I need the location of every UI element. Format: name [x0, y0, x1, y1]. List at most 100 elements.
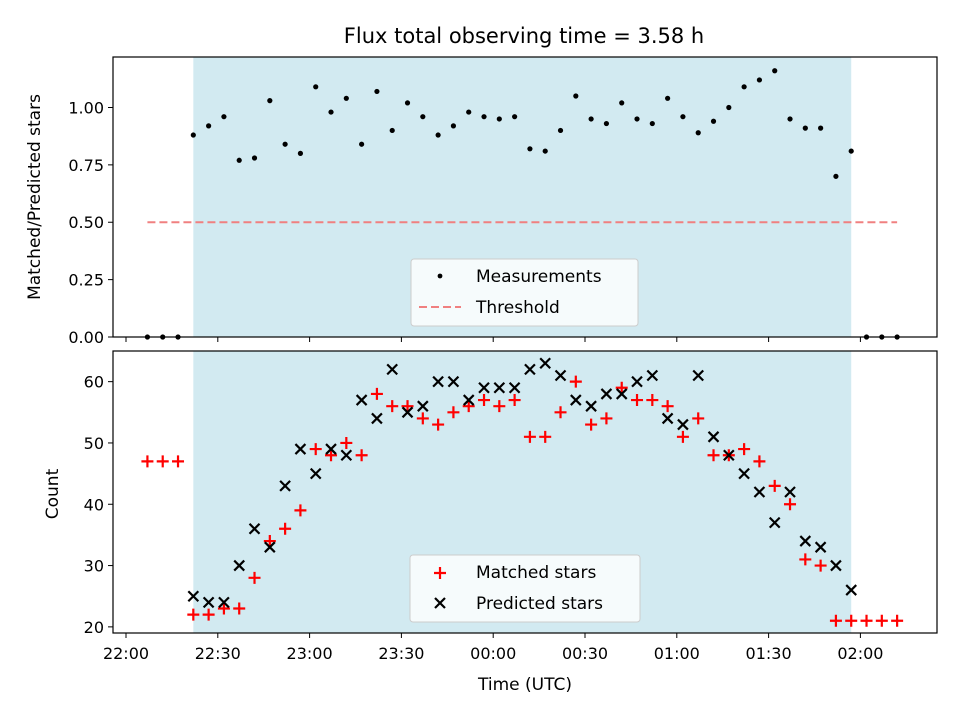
measurement-point: [833, 173, 839, 179]
ratio-y-tick-label: 1.00: [68, 98, 104, 117]
predicted-star-point: [784, 486, 796, 498]
ratio-panel: Flux total observing time = 3.58 h 0.00 0…: [25, 24, 938, 347]
matched-star-point: [753, 455, 766, 468]
time-x-tick-label: 01:00: [654, 644, 700, 663]
matched-star-point: [814, 559, 827, 572]
measurement-point: [542, 148, 548, 154]
time-x-tick-label: 00:00: [470, 644, 516, 663]
count-legend-box: [409, 554, 641, 623]
matched-star-point: [156, 455, 169, 468]
predicted-star-point: [814, 541, 827, 553]
measurement-point: [343, 95, 349, 101]
measurement-point: [680, 114, 686, 120]
predicted-star-point: [248, 523, 261, 535]
predicted-star-point: [600, 388, 613, 400]
count-y-tick-label: 20: [84, 618, 104, 637]
legend-predicted-marker: [434, 597, 446, 609]
predicted-star-point: [355, 394, 368, 406]
matched-star-point: [738, 443, 751, 456]
count-y-tick-label: 30: [84, 557, 104, 576]
measurement-point: [512, 114, 518, 120]
matched-star-point: [676, 430, 689, 443]
predicted-star-point: [570, 394, 582, 406]
count-plot-frame: [112, 350, 938, 634]
predicted-star-point: [585, 400, 597, 412]
legend-matched-label: Matched stars: [476, 563, 596, 583]
matched-star-point: [309, 443, 322, 456]
measurement-point: [756, 77, 763, 83]
measurement-point: [741, 84, 747, 90]
measurement-point: [603, 120, 610, 127]
predicted-star-point: [768, 516, 781, 529]
matched-star-point: [860, 614, 873, 627]
chart-title: Flux total observing time = 3.58 h: [344, 24, 704, 48]
measurement-point: [251, 155, 258, 161]
matched-star-point: [386, 400, 399, 413]
matched-star-point: [799, 553, 812, 566]
measurement-point: [634, 116, 640, 122]
matched-star-point: [707, 449, 720, 462]
matched-star-point: [585, 418, 598, 431]
measurement-point: [481, 114, 487, 120]
matched-star-point: [508, 394, 521, 407]
time-x-tick-label: 23:30: [378, 644, 424, 663]
predicted-star-point: [631, 375, 643, 388]
time-x-tick-label: 22:30: [195, 644, 241, 663]
count-legend: Matched stars Predicted stars: [409, 554, 641, 623]
ratio-x-tick-marks: [125, 337, 861, 342]
matched-star-point: [554, 406, 567, 419]
measurement-point: [206, 123, 212, 129]
measurement-point: [573, 93, 579, 99]
count-y-axis: 20 30 40 50 60: [84, 373, 113, 637]
ratio-y-tick-label: 0.00: [68, 328, 104, 347]
matched-star-point: [784, 498, 797, 511]
predicted-star-point: [799, 535, 812, 547]
predicted-star-point: [202, 596, 215, 609]
matched-star-point: [569, 375, 582, 388]
measurement-point: [787, 116, 793, 122]
measurement-point: [710, 118, 717, 124]
matched-star-point: [401, 400, 414, 413]
legend-threshold-label: Threshold: [475, 298, 560, 318]
predicted-star-point: [309, 467, 322, 480]
matched-star-point: [600, 412, 613, 425]
ratio-legend-box: [410, 258, 639, 327]
predicted-star-point: [615, 388, 628, 400]
count-panel: 20 30 40 50 60 22:00 22:30 23:00 23:30 00:00 00:3…: [43, 350, 938, 695]
matched-star-point: [355, 449, 368, 462]
predicted-star-point: [340, 449, 353, 461]
matched-star-point: [661, 400, 674, 413]
ratio-y-tick-label: 0.75: [68, 156, 104, 175]
matched-star-point: [172, 455, 185, 468]
time-x-axis-label: Time (UTC): [477, 675, 572, 695]
measurement-point: [695, 130, 701, 136]
measurement-point: [802, 125, 808, 131]
matched-star-point: [829, 614, 842, 627]
measurement-point: [282, 141, 288, 147]
measurement-point: [359, 141, 365, 147]
measurement-point: [190, 132, 196, 138]
time-x-tick-label: 22:00: [103, 644, 149, 663]
matched-star-point: [340, 436, 353, 449]
measurement-point: [557, 127, 564, 134]
matched-star-point: [493, 400, 506, 413]
measurement-point: [404, 100, 411, 106]
count-y-axis-label: Count: [43, 468, 63, 519]
time-x-tick-label: 01:30: [746, 644, 792, 663]
ratio-legend: Measurements Threshold: [410, 258, 639, 327]
predicted-star-point: [692, 369, 704, 382]
measurement-point: [665, 95, 671, 101]
measurement-point: [818, 125, 824, 131]
predicted-star-point: [462, 394, 475, 406]
matched-star-point: [845, 614, 858, 627]
predicted-star-point: [432, 375, 444, 388]
ratio-y-axis: 0.00 0.25 0.50 0.75 1.00: [68, 98, 113, 347]
legend-matched-marker: [434, 567, 446, 579]
time-x-tick-label: 02:00: [837, 644, 883, 663]
legend-measurements-marker: [437, 273, 443, 279]
predicted-star-point: [753, 486, 766, 498]
predicted-star-point: [554, 369, 567, 382]
matched-star-point: [202, 608, 215, 621]
legend-predicted-label: Predicted stars: [476, 594, 603, 614]
legend-measurements-label: Measurements: [476, 267, 602, 287]
